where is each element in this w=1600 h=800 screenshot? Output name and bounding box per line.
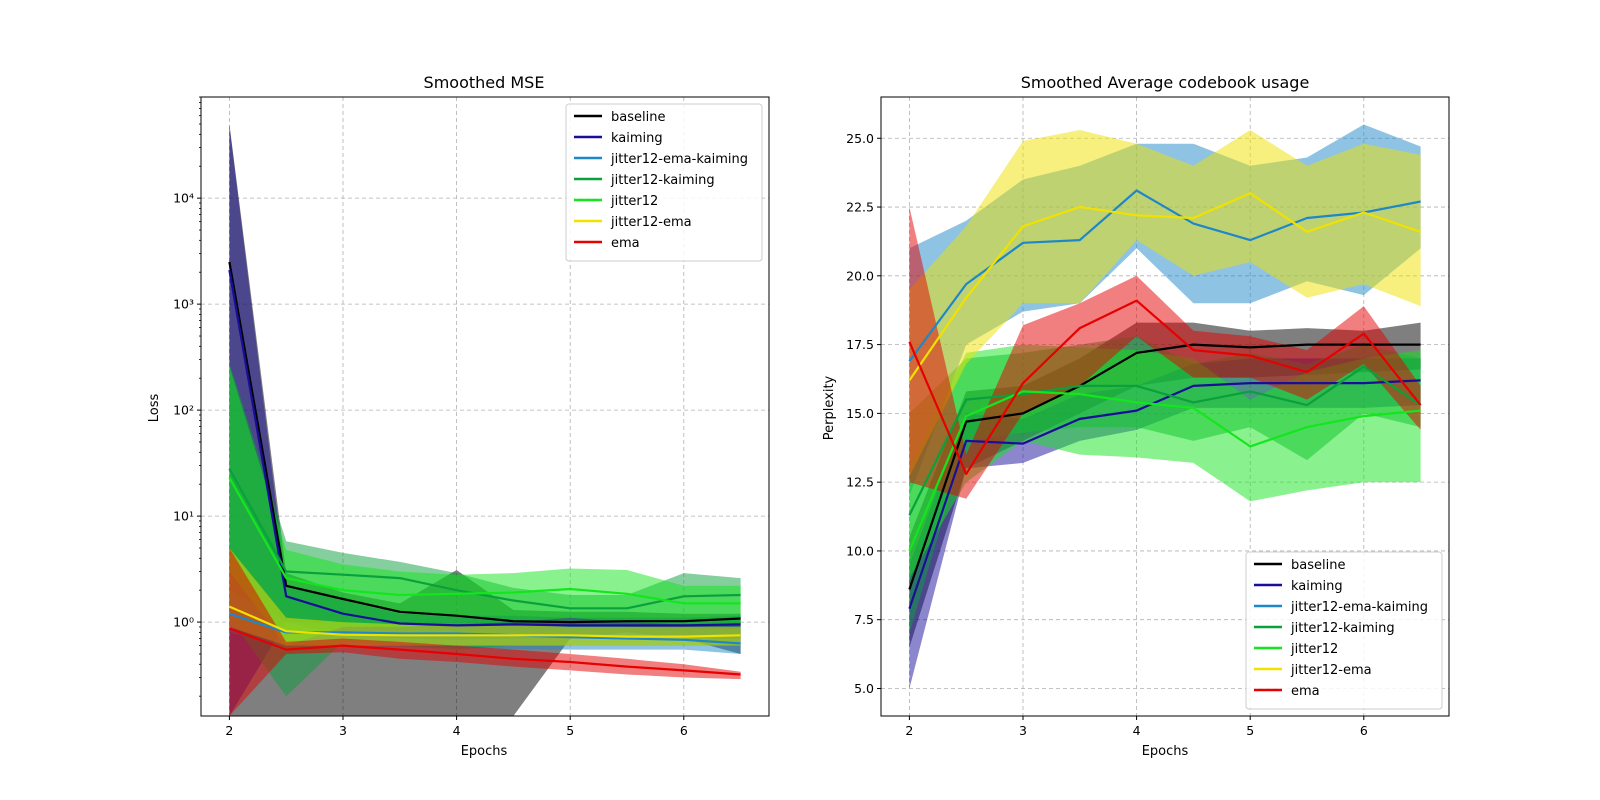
legend-box [565, 103, 763, 262]
line-kaiming [908, 379, 1421, 610]
perplexity-lines [908, 189, 1422, 610]
perplexity-legend: baseline kaiming jitter12-ema-kaiming jitte… [1245, 551, 1443, 710]
y-tick-label: 7.5 [854, 612, 874, 627]
x-tick-label: 2 [225, 723, 233, 738]
legend-label-jitter12-ema-kaiming: jitter12-ema-kaiming [610, 152, 748, 167]
y-tick-label: 10⁴ [173, 191, 194, 206]
y-tick-label: 12.5 [846, 475, 874, 490]
legend-box [1245, 551, 1443, 710]
y-tick-label: 10¹ [173, 509, 194, 524]
legend-label-jitter12: jitter12 [610, 194, 658, 209]
mse-lines [228, 261, 741, 676]
line-baseline [908, 343, 1421, 590]
y-tick-label: 10² [173, 403, 194, 418]
perplexity-y-axis-label: Perplexity [822, 375, 837, 440]
x-tick-label: 3 [1019, 723, 1027, 738]
y-tick-label: 10³ [173, 297, 194, 312]
y-tick-label: 5.0 [854, 681, 874, 696]
mse-y-axis-label: Loss [147, 394, 162, 423]
line-jitter12-ema [908, 192, 1421, 382]
legend-label-jitter12-kaiming: jitter12-kaiming [1290, 621, 1395, 636]
legend-label-jitter12: jitter12 [1290, 642, 1338, 657]
legend-label-kaiming: kaiming [1291, 579, 1343, 594]
perplexity-chart: Smoothed Average codebook usage Epochs P… [822, 73, 1450, 759]
perplexity-bands [909, 124, 1421, 689]
y-tick-label: 10⁰ [173, 615, 194, 630]
x-tick-label: 5 [1246, 723, 1254, 738]
band-jitter12-ema [909, 130, 1421, 477]
y-tick-label: 25.0 [846, 131, 874, 146]
line-jitter12 [228, 477, 741, 605]
legend-label-jitter12-ema: jitter12-ema [1290, 663, 1372, 678]
mse-chart: Smoothed MSE Epochs Loss 2 3 4 5 6 10⁰ 10¹ 10² 1… [147, 73, 770, 759]
legend-label-baseline: baseline [611, 110, 665, 125]
line-jitter12-kaiming [228, 468, 741, 610]
y-tick-label: 20.0 [846, 268, 874, 283]
legend-label-jitter12-ema: jitter12-ema [610, 215, 692, 230]
x-tick-label: 6 [1360, 723, 1368, 738]
line-ema [908, 299, 1422, 475]
perplexity-axes-frame [880, 96, 1450, 717]
y-tick-label: 17.5 [846, 337, 874, 352]
legend-label-baseline: baseline [1291, 558, 1345, 573]
mse-legend: baseline kaiming jitter12-ema-kaiming jitte… [565, 103, 763, 262]
x-tick-label: 4 [1133, 723, 1141, 738]
legend-label-jitter12-ema-kaiming: jitter12-ema-kaiming [1290, 600, 1428, 615]
band-ema [909, 207, 1421, 499]
line-ema [229, 627, 741, 676]
line-kaiming [228, 269, 741, 627]
legend-label-ema: ema [1291, 684, 1320, 699]
legend-label-ema: ema [611, 236, 640, 251]
x-tick-label: 2 [905, 723, 913, 738]
legend-label-kaiming: kaiming [611, 131, 663, 146]
x-tick-label: 6 [680, 723, 688, 738]
y-tick-label: 22.5 [846, 200, 874, 215]
perplexity-x-axis-label: Epochs [1142, 744, 1189, 759]
mse-x-axis-label: Epochs [461, 744, 508, 759]
line-jitter12-kaiming [908, 365, 1422, 516]
y-tick-label: 15.0 [846, 406, 874, 421]
mse-axes-frame [200, 96, 770, 717]
perplexity-chart-title: Smoothed Average codebook usage [1021, 73, 1310, 92]
line-baseline [228, 261, 741, 624]
y-tick-label: 10.0 [846, 543, 874, 558]
x-tick-label: 5 [566, 723, 574, 738]
x-tick-label: 4 [453, 723, 461, 738]
line-jitter12-ema [228, 605, 741, 638]
x-tick-label: 3 [339, 723, 347, 738]
band-jitter12 [229, 366, 741, 646]
line-jitter12 [908, 390, 1421, 552]
mse-chart-title: Smoothed MSE [424, 73, 545, 92]
legend-label-jitter12-kaiming: jitter12-kaiming [610, 173, 715, 188]
